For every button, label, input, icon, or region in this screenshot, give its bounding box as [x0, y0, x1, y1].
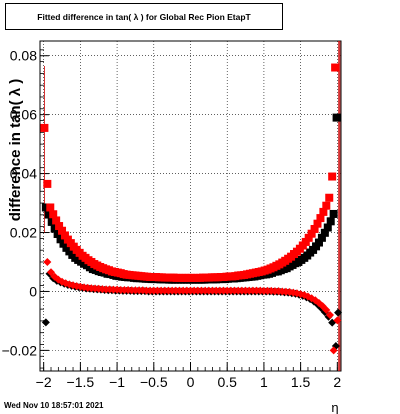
timestamp: Wed Nov 10 18:57:01 2021 [4, 401, 104, 410]
y-tick-label: 0.06 [10, 107, 37, 123]
black-square-point [332, 113, 341, 122]
red-square-point [331, 63, 340, 72]
black-diamond-point [41, 318, 50, 327]
y-axis-label: difference in tan( λ ) [7, 79, 24, 222]
y-tick-label: 0.04 [10, 166, 37, 182]
chart-title: Fitted difference in tan( λ ) for Global… [37, 11, 251, 22]
red-square-point [319, 207, 328, 216]
red-square-point [313, 219, 322, 228]
red-diamond-point [322, 306, 331, 315]
red-square-point [52, 216, 61, 225]
black-square-point [44, 210, 53, 219]
black-square-point [47, 217, 56, 226]
red-square-point [58, 226, 67, 235]
data-marks [40, 41, 343, 371]
black-square-point [56, 235, 65, 244]
black-diamond-point [334, 308, 343, 317]
red-diamond-point [43, 257, 52, 266]
x-tick-label: 2 [333, 374, 341, 390]
y-tick-label: 0 [29, 283, 37, 299]
x-tick-label: −1 [109, 374, 125, 390]
red-square-point [322, 201, 331, 210]
x-axis-label: η [331, 400, 338, 414]
black-square-point [50, 224, 59, 233]
black-square-point [326, 217, 335, 226]
black-square-point [59, 239, 68, 248]
x-tick-label: −0.5 [140, 374, 168, 390]
red-square-point [60, 231, 69, 240]
axis-layer: −2 −1.5 −1 −0.5 0 0.5 1 1.5 2 −0.02 0 0.02 0.04 0.06 0… [2, 48, 342, 390]
x-tick-label: 0 [187, 374, 195, 390]
red-diamond-point [333, 316, 342, 325]
red-diamond-point [47, 268, 56, 277]
black-square-point [323, 223, 332, 232]
red-square-point [43, 179, 52, 188]
x-tick-label: −2 [36, 374, 52, 390]
red-square-point [49, 210, 58, 219]
red-square-point [310, 224, 319, 233]
grid-layer [40, 41, 341, 371]
y-tick-label: −0.02 [2, 342, 38, 358]
y-tick-label: 0.08 [10, 48, 37, 64]
red-square-point [325, 193, 334, 202]
red-square-point [328, 172, 337, 181]
black-square-point [320, 228, 329, 237]
red-square-point [40, 123, 49, 132]
red-square-point [304, 233, 313, 242]
x-tick-label: −1.5 [67, 374, 95, 390]
x-tick-label: 0.5 [217, 374, 237, 390]
black-square-point [41, 203, 50, 212]
red-square-point [46, 203, 55, 212]
black-square-point [329, 209, 338, 218]
y-tick-label: 0.02 [10, 225, 37, 241]
black-square-point [314, 238, 323, 247]
red-diamond-point [325, 311, 334, 320]
red-square-point [316, 214, 325, 223]
x-tick-label: 1.5 [291, 374, 311, 390]
black-square-point [53, 229, 62, 238]
black-square-point [317, 233, 326, 242]
red-square-point [307, 229, 316, 238]
red-square-point [55, 222, 64, 231]
red-diamond-point [329, 346, 338, 355]
red-square-point [301, 237, 310, 246]
chart-title-box: Fitted difference in tan( λ ) for Global… [5, 3, 283, 30]
x-tick-label: 1 [260, 374, 268, 390]
